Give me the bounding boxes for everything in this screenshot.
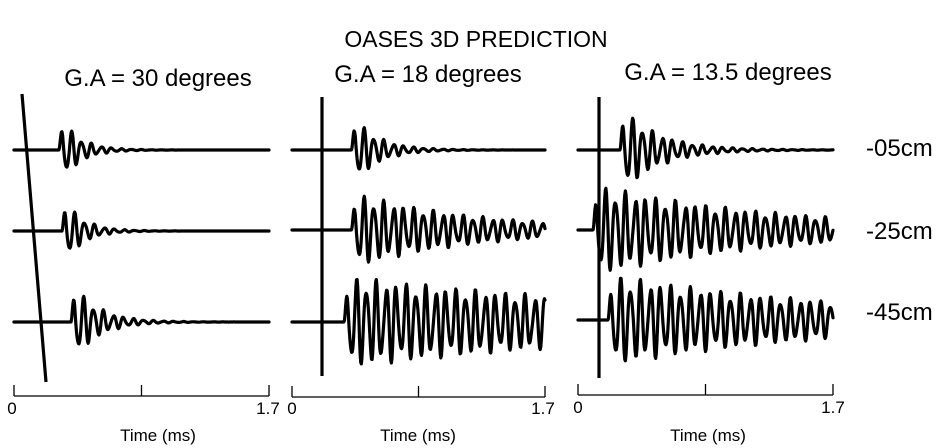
depth-label-25cm: -25cm — [866, 218, 933, 245]
panel-1-tick-end: 1.7 — [256, 399, 280, 418]
panel-1-tick-start: 0 — [7, 399, 16, 418]
panel-3-tick-start: 0 — [573, 398, 582, 417]
panel-2-trace--45cm — [290, 277, 547, 366]
chart-title: OASES 3D PREDICTION — [344, 26, 607, 52]
panel-1-axis-title: Time (ms) — [120, 426, 196, 445]
panel-3-trace--25cm — [576, 186, 835, 272]
panel-1-trace--45cm — [12, 294, 271, 346]
plot-area — [12, 93, 835, 398]
panel-2-trace--25cm — [290, 194, 547, 264]
panel-3-axis-title: Time (ms) — [670, 426, 746, 445]
panel-2-tick-end: 1.7 — [531, 399, 555, 418]
panel-2-trace--05cm — [290, 126, 547, 171]
panel-2-title: G.A = 18 degrees — [334, 61, 521, 88]
panel-3-trace--05cm — [576, 116, 835, 180]
panel-3-trace--45cm — [576, 276, 835, 363]
panel-2-tick-start: 0 — [287, 399, 296, 418]
panel-1-trace--05cm — [12, 129, 271, 169]
panel-3-title: G.A = 13.5 degrees — [624, 59, 831, 86]
panel-1-trace--25cm — [12, 210, 271, 250]
panel-1-title: G.A = 30 degrees — [64, 65, 251, 92]
depth-label-05cm: -05cm — [866, 135, 933, 162]
panel-1-arrival-marker — [20, 93, 48, 383]
panel-2-axis-title: Time (ms) — [380, 426, 456, 445]
panel-3-tick-end: 1.7 — [821, 398, 845, 417]
depth-label-45cm: -45cm — [866, 299, 933, 326]
